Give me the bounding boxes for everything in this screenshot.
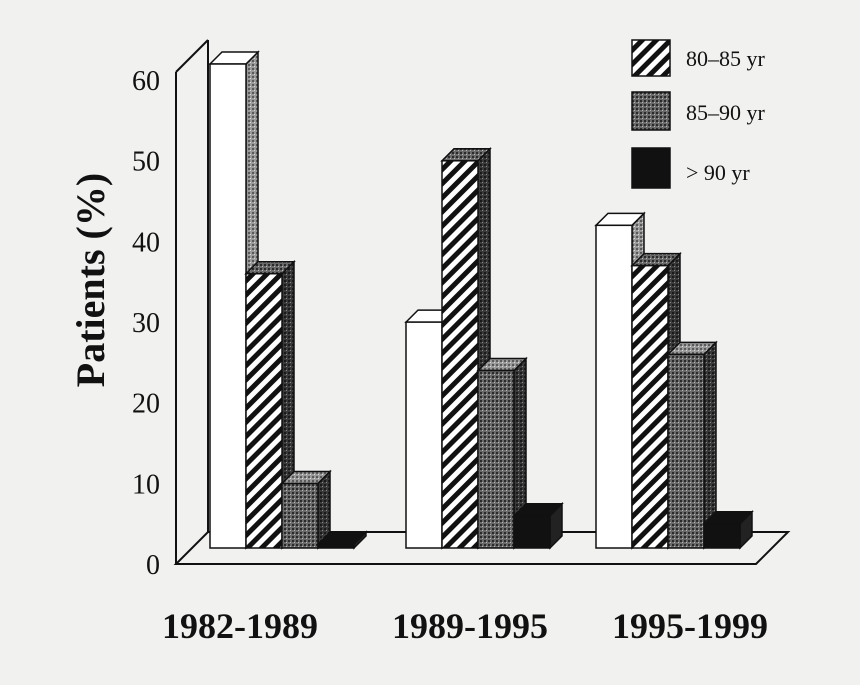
y-tick-label: 0	[146, 550, 160, 581]
legend-swatch-over-90	[631, 147, 671, 189]
bar-front	[405, 321, 443, 549]
bar-front	[595, 224, 633, 549]
bar-front	[245, 272, 283, 549]
y-tick-label: 40	[132, 227, 160, 258]
bar	[208, 50, 260, 550]
bar	[476, 356, 528, 550]
bar-front	[667, 353, 705, 549]
legend-label-80-85: 80–85 yr	[686, 46, 766, 71]
bar-front	[317, 543, 355, 549]
legend-swatch-80-85	[631, 39, 671, 77]
y-tick-label: 20	[132, 389, 160, 420]
bar	[702, 509, 754, 550]
category-label: 1982-1989	[162, 606, 318, 646]
bar	[666, 340, 718, 550]
legend-swatch-85-90	[631, 91, 671, 131]
bar-front	[631, 264, 669, 549]
y-tick-label: 10	[132, 469, 160, 500]
y-axis-top-diag	[175, 39, 209, 73]
bar-front	[441, 160, 479, 549]
bar-front	[281, 482, 319, 549]
legend-label-85-90: 85–90 yr	[686, 100, 766, 125]
y-tick-label: 60	[132, 66, 160, 97]
bar-front	[477, 369, 515, 549]
bars	[208, 50, 754, 550]
legend-label-over-90: > 90 yr	[686, 160, 750, 185]
category-label: 1989-1995	[392, 606, 548, 646]
category-label: 1995-1999	[612, 606, 768, 646]
y-tick-label: 50	[132, 147, 160, 178]
bar	[512, 501, 564, 550]
bar-front	[209, 63, 247, 549]
bar	[280, 469, 332, 550]
legend: 80–85 yr 85–90 yr > 90 yr	[631, 39, 766, 189]
bar-front	[513, 514, 551, 549]
category-labels: 1982-1989 1989-1995 1995-1999	[162, 606, 768, 646]
y-axis-label: Patients (%)	[68, 173, 113, 387]
y-tick-label: 30	[132, 308, 160, 339]
y-tick-labels: 0 10 20 30 40 50 60	[132, 66, 160, 581]
bar-front	[703, 523, 741, 549]
bar	[316, 530, 368, 550]
